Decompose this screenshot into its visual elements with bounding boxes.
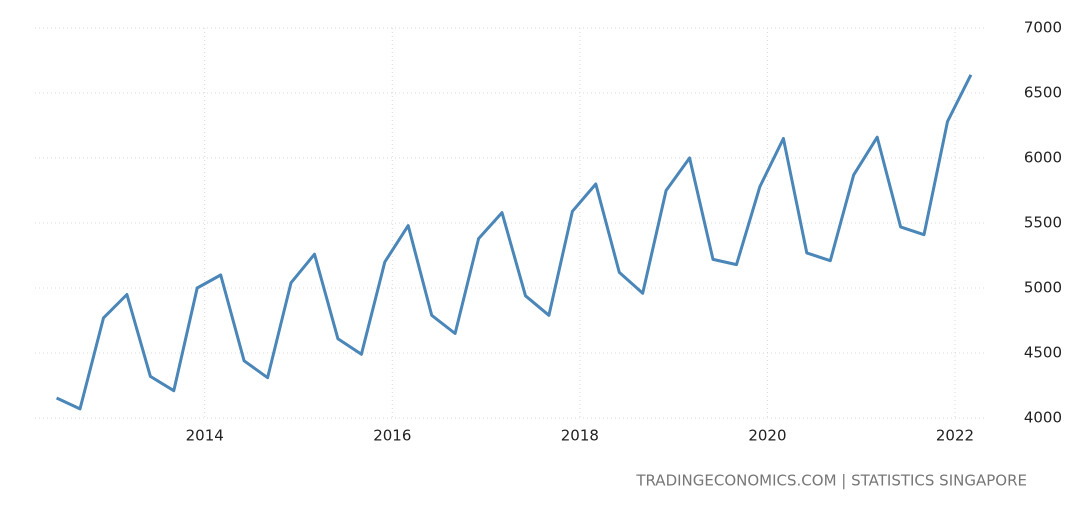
data-line (55, 74, 973, 411)
x-tick-label: 2014 (186, 427, 224, 445)
x-tick-label: 2018 (561, 427, 599, 445)
y-tick-label: 6500 (1024, 84, 1062, 102)
source-note: TRADINGECONOMICS.COM | STATISTICS SINGAP… (635, 472, 1027, 490)
y-tick-label: 6000 (1024, 149, 1062, 167)
x-tick-label: 2016 (373, 427, 411, 445)
x-tick-label: 2022 (936, 427, 974, 445)
x-tick-label: 2020 (748, 427, 786, 445)
y-tick-label: 5500 (1024, 214, 1062, 232)
y-tick-label: 4000 (1024, 409, 1062, 427)
y-tick-label: 5000 (1024, 279, 1062, 297)
y-tick-label: 7000 (1024, 19, 1062, 37)
y-tick-label: 4500 (1024, 344, 1062, 362)
